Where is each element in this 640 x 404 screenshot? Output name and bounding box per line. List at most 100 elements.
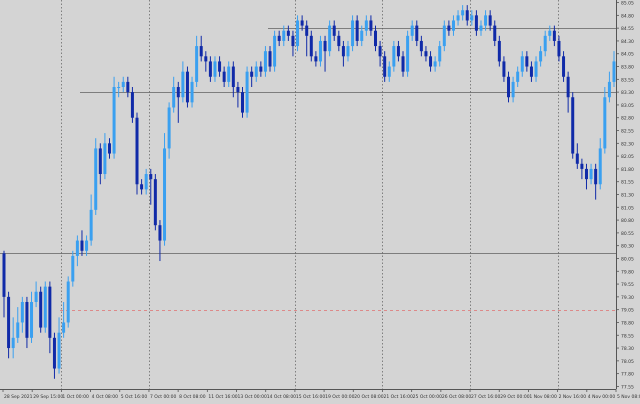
candle-body	[309, 35, 313, 57]
candle-body	[130, 92, 134, 118]
candle	[387, 61, 391, 82]
candle	[167, 102, 171, 159]
candle-body	[497, 40, 501, 62]
candle	[158, 220, 162, 262]
candle	[507, 71, 511, 103]
candle-body	[346, 46, 350, 57]
candle	[305, 20, 309, 57]
candle-body	[323, 40, 327, 52]
candle	[323, 35, 327, 72]
candle-body	[185, 71, 189, 103]
candle-body	[7, 296, 11, 349]
candle-body	[25, 301, 29, 338]
candle	[34, 281, 38, 308]
candle-body	[433, 61, 437, 67]
candle	[208, 56, 212, 82]
candle-body	[525, 56, 529, 67]
candle-body	[20, 301, 24, 323]
time-tick-label: 19 Oct 00:00	[325, 394, 354, 400]
candle	[474, 10, 478, 36]
candle-body	[351, 20, 355, 47]
candle-body	[520, 56, 524, 72]
price-tick-label: 78.80	[621, 320, 634, 326]
candle	[557, 35, 561, 62]
candle-body	[268, 51, 272, 67]
candle-body	[584, 168, 588, 180]
candle-body	[236, 87, 240, 93]
candle-body	[562, 56, 566, 77]
candle	[94, 138, 98, 215]
candle-body	[195, 46, 199, 82]
candle	[107, 138, 111, 159]
time-tick-label: 5 Oct 16:00	[121, 394, 148, 400]
candle-body	[396, 46, 400, 57]
price-tick-label: 81.30	[621, 193, 634, 199]
time-tick-label: 5 Nov 08:00	[617, 394, 640, 400]
time-tick-label: 27 Oct 16:00	[471, 394, 500, 400]
candle	[11, 317, 15, 359]
candle-body	[607, 81, 611, 98]
candle-body	[286, 30, 290, 36]
price-tick-label: 77.80	[621, 372, 634, 378]
candle	[497, 35, 501, 67]
time-tick-label: 4 Oct 08:00	[92, 394, 119, 400]
candle	[39, 286, 43, 333]
candle	[351, 15, 355, 52]
candle	[2, 250, 6, 318]
price-tick-label: 83.80	[621, 65, 634, 71]
candle-body	[16, 322, 20, 338]
candle-body	[208, 61, 212, 77]
candle-body	[387, 66, 391, 77]
time-tick-label: 29 Sep 15:00	[33, 394, 63, 400]
price-tick-label: 81.05	[621, 205, 634, 211]
candle	[396, 40, 400, 62]
candle	[263, 46, 267, 77]
candle	[130, 87, 134, 123]
price-tick-label: 78.55	[621, 333, 634, 339]
candle-body	[598, 148, 602, 185]
candle	[392, 40, 396, 72]
candle-body	[140, 184, 144, 190]
candle-body	[488, 15, 492, 26]
candle-body	[415, 25, 419, 41]
candle	[190, 76, 194, 108]
candle	[552, 25, 556, 47]
candle	[383, 51, 387, 82]
candle-body	[465, 10, 469, 21]
candle-body	[539, 51, 543, 62]
candle	[52, 332, 56, 379]
candle	[213, 56, 217, 82]
candle-body	[277, 35, 281, 41]
candle-body	[548, 30, 552, 36]
candle-body	[144, 174, 148, 190]
price-tick-label: 79.55	[621, 282, 634, 288]
candle	[259, 61, 263, 77]
candle-body	[75, 240, 79, 256]
candle-body	[282, 30, 286, 41]
candle-body	[167, 107, 171, 149]
candle-body	[172, 87, 176, 108]
price-tick-label: 80.80	[621, 218, 634, 224]
price-tick-label: 77.55	[621, 384, 634, 390]
candle	[525, 51, 529, 72]
price-tick-label: 81.80	[621, 167, 634, 173]
candle	[140, 179, 144, 195]
candle-body	[62, 322, 66, 333]
candle-body	[176, 87, 180, 98]
candle	[575, 143, 579, 169]
candle	[296, 15, 300, 52]
candle-body	[30, 301, 34, 338]
candle-body	[410, 25, 414, 36]
candle-body	[456, 15, 460, 21]
candle-body	[341, 46, 345, 57]
candle-body	[594, 168, 598, 185]
candle-body	[85, 240, 89, 251]
price-tick-label: 84.30	[621, 39, 634, 45]
candle	[254, 61, 258, 82]
candle-body	[566, 76, 570, 98]
candle	[571, 92, 575, 159]
candle-body	[543, 35, 547, 52]
candle	[401, 51, 405, 77]
candle	[57, 317, 61, 374]
time-tick-label: 29 Oct 00:00	[500, 394, 529, 400]
